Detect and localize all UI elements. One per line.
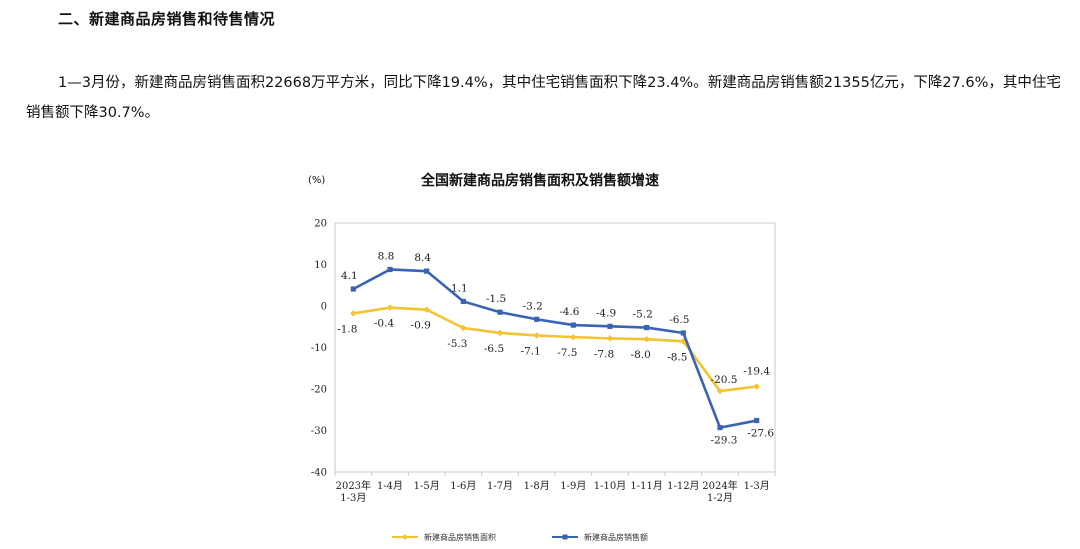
x-tick-label: 2023年 (336, 479, 371, 492)
data-point (533, 332, 540, 339)
data-point (717, 424, 723, 431)
data-label: -7.5 (557, 347, 577, 359)
x-tick-label: 1-4月 (377, 480, 403, 492)
data-point (423, 306, 430, 313)
data-label: -29.3 (711, 435, 738, 447)
data-point (680, 330, 686, 336)
data-label: -6.5 (669, 314, 689, 326)
x-tick-label: 2024年 (702, 479, 737, 492)
data-point (460, 324, 467, 332)
x-tick-label: 1-2月 (707, 492, 733, 504)
data-point (496, 329, 504, 337)
data-label: -1.5 (486, 293, 506, 305)
x-tick-label: 1-9月 (560, 480, 586, 492)
data-label: -5.2 (633, 309, 653, 321)
data-label: 8.4 (414, 252, 431, 264)
x-tick-label: 1-12月 (667, 480, 699, 492)
data-label: -19.4 (743, 366, 770, 378)
data-point (460, 298, 466, 305)
y-tick-label: 0 (321, 302, 327, 313)
data-label: -5.3 (447, 338, 467, 350)
data-label: -6.5 (484, 343, 504, 355)
data-label: -7.8 (594, 348, 614, 360)
series-line-1 (352, 268, 757, 429)
plot-frame (334, 222, 776, 473)
data-label: -7.1 (521, 345, 541, 357)
y-tick-label: 10 (314, 260, 327, 271)
data-label: 4.1 (341, 270, 358, 282)
data-label: -3.2 (523, 300, 543, 312)
summary-paragraph: 1—3月份，新建商品房销售面积22668万平方米，同比下降19.4%，其中住宅销… (26, 75, 1061, 121)
legend-label: 新建商品房销售面积 (424, 532, 496, 542)
data-label: -4.6 (559, 306, 580, 318)
data-point (570, 322, 576, 328)
y-tick-label: -40 (311, 468, 327, 479)
data-point (644, 324, 650, 331)
x-tick-label: 1-11月 (630, 480, 662, 492)
x-tick-label: 1-3月 (744, 480, 770, 492)
legend-marker (402, 534, 408, 540)
chart-title: 全国新建商品房销售面积及销售额增速 (421, 173, 659, 189)
data-label: 1.1 (451, 282, 468, 294)
y-tick-label: -10 (311, 343, 327, 354)
x-tick-label: 1-6月 (450, 480, 476, 492)
data-point (754, 417, 760, 424)
data-point (753, 383, 760, 390)
data-point (386, 304, 394, 311)
data-point (607, 323, 613, 329)
x-tick-label: 1-8月 (524, 480, 550, 492)
data-point (570, 333, 577, 341)
legend-label: 新建商品房销售额 (584, 532, 648, 542)
data-label: -1.8 (337, 323, 357, 335)
data-label: -8.0 (631, 349, 651, 361)
data-label: -0.9 (411, 320, 431, 332)
legend-marker (562, 534, 568, 540)
data-point (534, 316, 540, 322)
y-tick-label: 20 (314, 219, 327, 230)
y-axis-unit: (%) (308, 175, 326, 186)
x-tick-label: 1-5月 (414, 480, 440, 492)
data-label: -27.6 (747, 428, 774, 440)
x-tick-label: 1-10月 (594, 480, 626, 492)
data-label: -8.5 (667, 351, 687, 363)
data-label: -4.9 (596, 307, 616, 319)
data-label: -0.4 (374, 318, 395, 330)
y-tick-label: -20 (311, 385, 327, 396)
y-tick-label: -30 (311, 426, 327, 437)
data-label: -20.5 (711, 374, 738, 386)
x-tick-label: 1-3月 (340, 492, 366, 504)
data-point (350, 286, 356, 292)
data-point (643, 336, 650, 343)
data-point (387, 266, 393, 273)
data-point (606, 335, 614, 342)
data-point (350, 310, 357, 317)
data-point (424, 268, 430, 274)
section-heading: 二、新建商品房销售和待售情况 (58, 10, 276, 28)
data-label: 8.8 (378, 250, 395, 262)
data-point (497, 309, 503, 315)
data-point (716, 387, 724, 395)
x-tick-label: 1-7月 (487, 480, 513, 492)
chart-container: 全国新建商品房销售面积及销售额增速 (%) 20 10 0 -10 -20 -30 -40 2… (280, 160, 800, 549)
